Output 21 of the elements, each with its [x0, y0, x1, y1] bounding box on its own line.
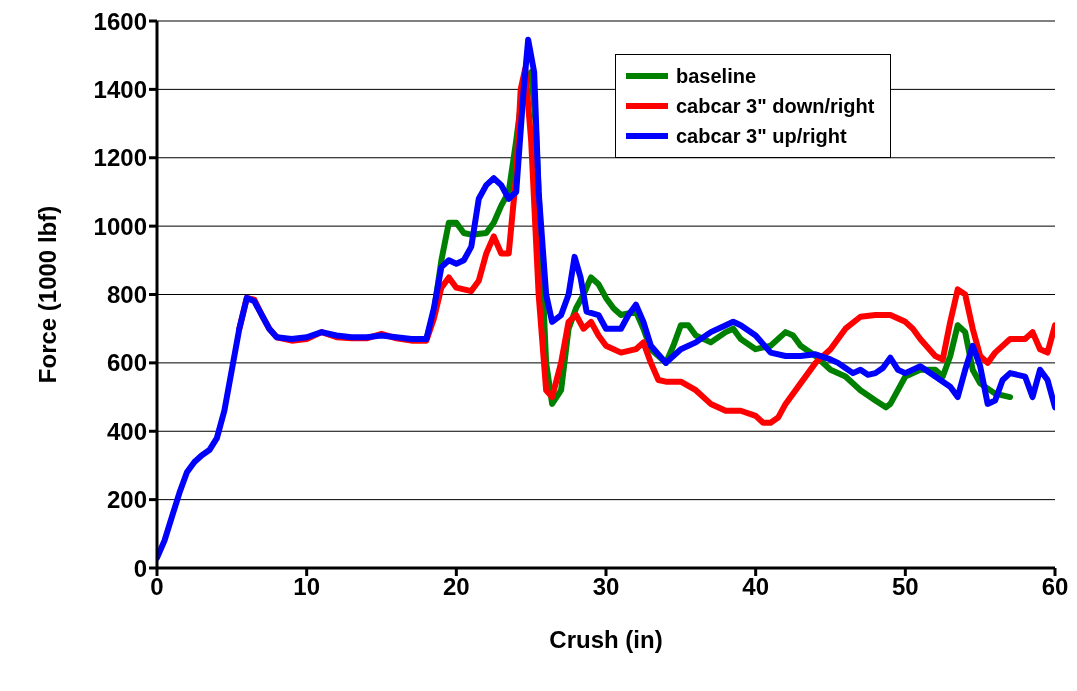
- y-tick-label: 1600: [93, 7, 147, 35]
- y-tick-label: 1200: [93, 144, 147, 172]
- x-tick-label: 50: [891, 573, 919, 601]
- y-tick-label: 800: [106, 281, 147, 309]
- x-axis-title: Crush (in): [549, 626, 663, 653]
- y-tick-label: 600: [106, 349, 147, 377]
- y-axis-title: Force (1000 lbf): [33, 205, 61, 384]
- x-tick-label: 40: [742, 573, 770, 601]
- x-tick-label: 30: [592, 573, 620, 601]
- legend-label: cabcar 3" up/right: [676, 124, 847, 149]
- x-tick-label: 0: [150, 573, 164, 601]
- x-tick-label: 10: [293, 573, 321, 601]
- legend-label: baseline: [676, 64, 757, 89]
- y-tick-label: 0: [133, 554, 147, 582]
- x-tick-label: 60: [1041, 573, 1069, 601]
- y-tick-label: 400: [106, 417, 147, 445]
- y-tick-label: 200: [106, 486, 147, 514]
- y-tick-label: 1400: [93, 75, 147, 103]
- legend-label: cabcar 3" down/right: [676, 94, 875, 119]
- x-tick-label: 20: [442, 573, 470, 601]
- y-tick-label: 1000: [93, 212, 147, 240]
